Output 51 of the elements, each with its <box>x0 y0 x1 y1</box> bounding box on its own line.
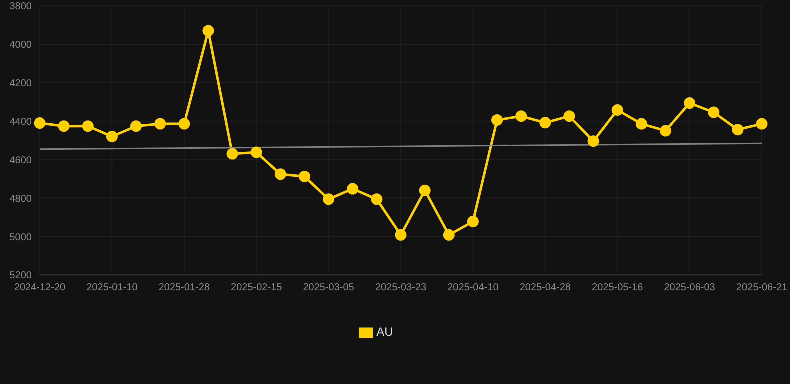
x-tick-label: 2025-01-28 <box>158 282 210 294</box>
point <box>298 170 310 182</box>
y-tick-label: 4400 <box>10 116 32 128</box>
x-tick-label: 2025-06-03 <box>664 282 716 294</box>
point <box>274 168 286 180</box>
point <box>323 194 335 206</box>
point <box>226 148 238 160</box>
x-tick-label: 2025-05-16 <box>592 282 644 294</box>
legend-label: AU <box>376 325 394 340</box>
point <box>612 104 624 116</box>
point <box>732 124 744 136</box>
y-tick-label: 5200 <box>10 270 32 282</box>
point <box>708 106 720 118</box>
point <box>516 110 528 122</box>
point <box>250 146 262 158</box>
point <box>419 184 431 196</box>
point <box>130 120 142 132</box>
point <box>756 118 768 130</box>
point <box>82 120 94 132</box>
point <box>443 229 455 241</box>
point <box>202 25 214 37</box>
point <box>564 110 576 122</box>
y-tick-label: 4800 <box>10 194 32 205</box>
point <box>178 118 190 130</box>
y-tick-label: 4600 <box>10 155 32 166</box>
point <box>684 98 696 110</box>
point <box>588 136 600 148</box>
y-tick-label: 4000 <box>10 40 32 52</box>
point <box>347 183 359 195</box>
point <box>540 117 552 129</box>
point <box>636 118 648 130</box>
point <box>660 125 672 137</box>
x-tick-label: 2025-01-10 <box>86 282 138 294</box>
point <box>34 118 46 130</box>
x-tick-label: 2025-04-28 <box>520 282 572 294</box>
point <box>154 118 166 130</box>
x-tick-label: 2025-03-05 <box>303 282 355 294</box>
y-tick-label: 5000 <box>10 232 32 244</box>
x-tick-label: 2025-03-23 <box>375 282 428 294</box>
point <box>106 130 118 142</box>
point <box>395 229 407 241</box>
point <box>58 120 70 132</box>
y-tick-label: 3800 <box>10 2 32 13</box>
x-tick-label: 2025-02-15 <box>231 282 283 294</box>
x-tick-label: 2024-12-20 <box>14 282 66 294</box>
x-tick-label: 2025-04-10 <box>448 282 500 294</box>
point <box>492 114 504 126</box>
point <box>467 216 479 228</box>
point <box>371 194 383 206</box>
x-tick-label: 2025-06-21 <box>736 282 788 294</box>
y-tick-label: 4200 <box>10 78 32 90</box>
